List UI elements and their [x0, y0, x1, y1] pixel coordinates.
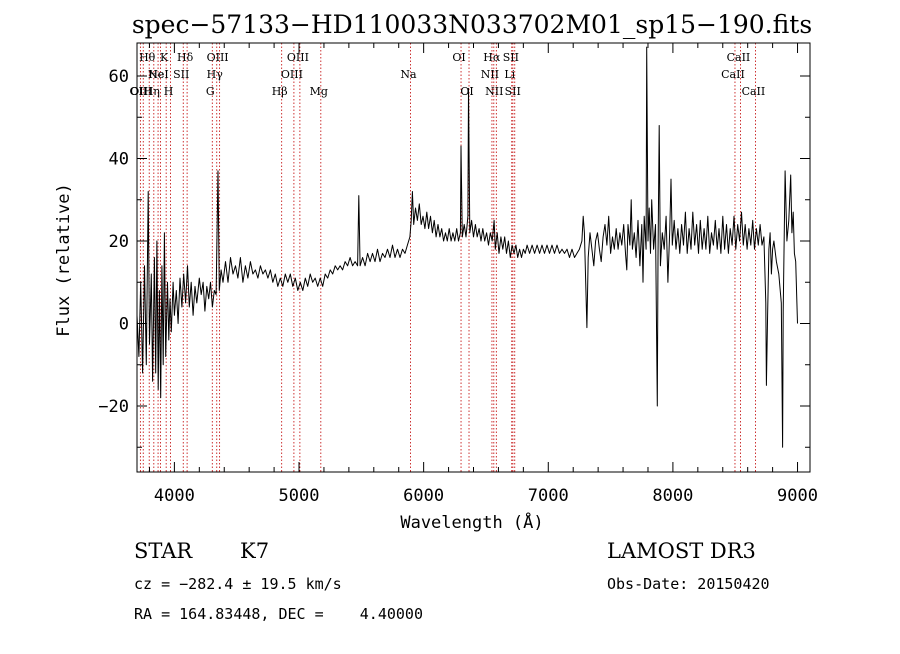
- x-tick-label: 6000: [403, 486, 444, 506]
- chart-title: spec−57133−HD110033N033702M01_sp15−190.f…: [132, 10, 812, 39]
- emission-line-label: OI: [452, 51, 465, 64]
- emission-line-label: OII: [130, 85, 148, 98]
- x-tick-label: 9000: [777, 486, 818, 506]
- emission-line-label: OIII: [207, 51, 229, 64]
- y-tick-label: 20: [109, 232, 129, 252]
- emission-line-label: CaII: [721, 68, 745, 81]
- emission-line-label: G: [206, 85, 215, 98]
- x-tick-label: 5000: [279, 486, 320, 506]
- plot-frame: [136, 42, 811, 473]
- emission-line-label: CaII: [742, 85, 766, 98]
- emission-line-label: SII: [173, 68, 189, 81]
- emission-line-labels: OIIOIIIHθHηNeHeIKHSIIHδGHγOIIIHβOIIIOIII…: [130, 51, 766, 98]
- object-subclass: K7: [240, 539, 269, 563]
- emission-line-label: OI: [460, 85, 473, 98]
- emission-line-label: Li: [504, 68, 515, 81]
- emission-line-label: OIII: [287, 51, 309, 64]
- y-tick-label: −20: [98, 397, 129, 417]
- emission-line-markers: [139, 43, 756, 472]
- emission-line-label: Hη: [144, 85, 160, 98]
- emission-line-label: H: [164, 85, 174, 98]
- emission-line-label: HeI: [148, 68, 168, 81]
- spectrum-series-line: [136, 46, 798, 448]
- observation-date: Obs-Date: 20150420: [607, 575, 770, 593]
- emission-line-label: Hδ: [177, 51, 194, 64]
- x-axis-label: Wavelength (Å): [400, 511, 543, 533]
- emission-line-label: SII: [505, 85, 521, 98]
- x-axis-ticks: 4000 5000 6000 7000 8000 9000: [148, 43, 818, 506]
- y-tick-label: 0: [119, 315, 129, 335]
- emission-line-label: K: [160, 51, 169, 64]
- sky-coordinates: RA = 164.83448, DEC = 4.40000: [134, 605, 423, 623]
- emission-line-label: Hβ: [272, 85, 288, 98]
- emission-line-label: Na: [400, 68, 417, 81]
- emission-line-label: Ne: [148, 68, 164, 81]
- survey-name: LAMOST DR3: [607, 539, 756, 563]
- y-axis-ticks: −20 0 20 40 60: [98, 67, 810, 448]
- emission-line-label: SII: [503, 51, 519, 64]
- x-tick-label: 7000: [528, 486, 569, 506]
- spectrum-layer: [136, 46, 798, 448]
- emission-line-label: Mg: [310, 85, 328, 98]
- redshift-velocity: cz = −282.4 ± 19.5 km/s: [134, 575, 342, 593]
- emission-line-label: Hα: [483, 51, 501, 64]
- y-tick-label: 40: [109, 150, 129, 170]
- emission-line-label: Hγ: [207, 68, 224, 81]
- x-tick-label: 4000: [154, 486, 195, 506]
- emission-line-label: NII: [481, 68, 499, 81]
- emission-line-label: CaII: [727, 51, 751, 64]
- y-axis-label: Flux (relative): [54, 183, 74, 337]
- object-class: STAR: [134, 539, 193, 563]
- x-tick-label: 8000: [652, 486, 693, 506]
- y-tick-label: 60: [109, 67, 129, 87]
- emission-line-label: Hθ: [139, 51, 156, 64]
- emission-line-label: NII: [485, 85, 503, 98]
- emission-line-label: OIII: [281, 68, 303, 81]
- emission-line-label: OIII: [130, 85, 152, 98]
